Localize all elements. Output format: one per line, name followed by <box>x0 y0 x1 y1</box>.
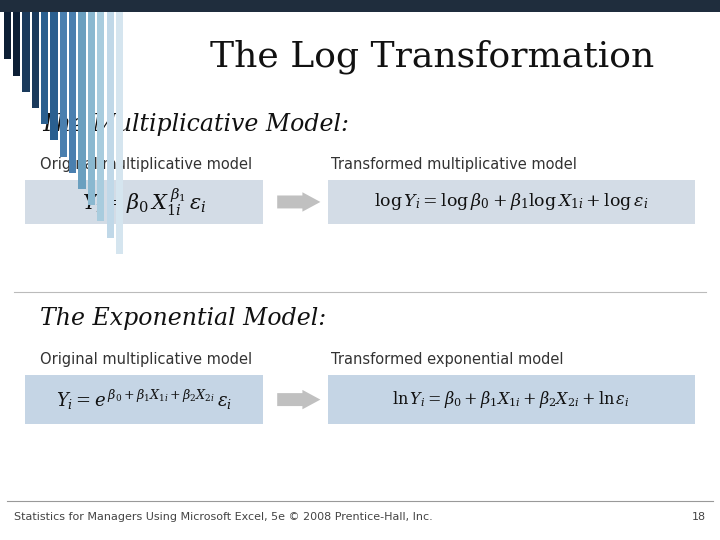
FancyBboxPatch shape <box>60 12 67 157</box>
FancyBboxPatch shape <box>328 180 695 224</box>
FancyBboxPatch shape <box>78 12 86 189</box>
Polygon shape <box>277 192 320 212</box>
Text: Transformed multiplicative model: Transformed multiplicative model <box>331 157 577 172</box>
Polygon shape <box>277 390 320 409</box>
Text: $Y_i = \beta_0\, X_{1i}^{\,\beta_1}\, \varepsilon_i$: $Y_i = \beta_0\, X_{1i}^{\,\beta_1}\, \v… <box>81 186 207 218</box>
FancyBboxPatch shape <box>107 12 114 238</box>
FancyBboxPatch shape <box>50 12 58 140</box>
Text: Transformed exponential model: Transformed exponential model <box>331 352 564 367</box>
FancyBboxPatch shape <box>116 12 123 254</box>
FancyBboxPatch shape <box>32 12 39 108</box>
Text: The Multiplicative Model:: The Multiplicative Model: <box>40 113 348 136</box>
Text: $\ln Y_i = \beta_0 + \beta_1 X_{1i} + \beta_2 X_{2i} + \ln \varepsilon_i$: $\ln Y_i = \beta_0 + \beta_1 X_{1i} + \b… <box>392 389 630 410</box>
Text: Original multiplicative model: Original multiplicative model <box>40 157 252 172</box>
FancyBboxPatch shape <box>25 375 263 424</box>
FancyBboxPatch shape <box>69 12 76 173</box>
FancyBboxPatch shape <box>0 0 720 12</box>
Text: 18: 18 <box>691 512 706 522</box>
FancyBboxPatch shape <box>13 12 20 76</box>
FancyBboxPatch shape <box>22 12 30 92</box>
Text: $\log Y_i = \log \beta_0 + \beta_1 \log X_{1i} + \log \varepsilon_i$: $\log Y_i = \log \beta_0 + \beta_1 \log … <box>374 192 648 212</box>
FancyBboxPatch shape <box>41 12 48 124</box>
FancyBboxPatch shape <box>88 12 95 205</box>
Text: Original multiplicative model: Original multiplicative model <box>40 352 252 367</box>
Text: Statistics for Managers Using Microsoft Excel, 5e © 2008 Prentice-Hall, Inc.: Statistics for Managers Using Microsoft … <box>14 512 433 522</box>
Text: The Exponential Model:: The Exponential Model: <box>40 307 326 330</box>
FancyBboxPatch shape <box>25 180 263 224</box>
FancyBboxPatch shape <box>97 12 104 221</box>
Text: $Y_i = e^{\,\beta_0 + \beta_1 X_{1i} + \beta_2 X_{2i}}\, \varepsilon_i$: $Y_i = e^{\,\beta_0 + \beta_1 X_{1i} + \… <box>56 388 232 411</box>
Text: The Log Transformation: The Log Transformation <box>210 39 654 74</box>
FancyBboxPatch shape <box>4 12 11 59</box>
FancyBboxPatch shape <box>328 375 695 424</box>
